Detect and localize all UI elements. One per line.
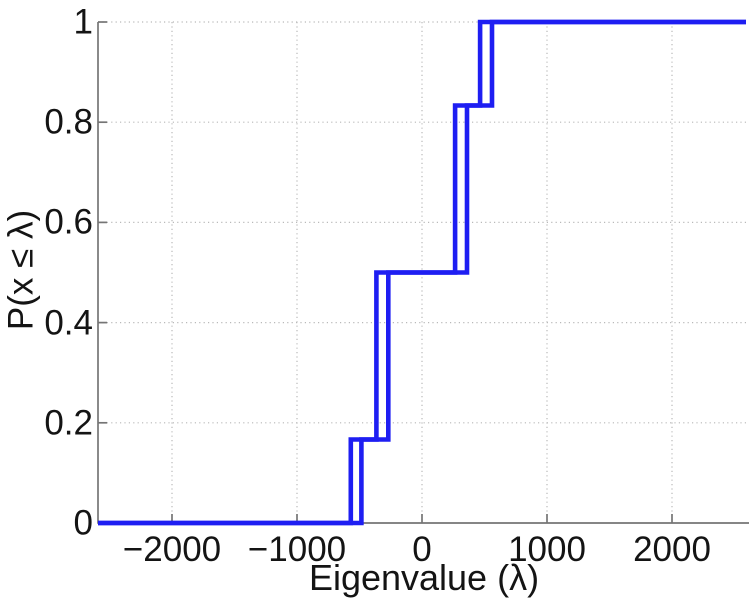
y-tick-label: 0: [73, 503, 93, 543]
y-tick-label: 0.6: [44, 202, 93, 242]
x-tick-label: −1000: [247, 530, 347, 569]
x-tick-label: −2000: [122, 530, 222, 569]
y-tick-label: 0.8: [44, 102, 93, 142]
x-tick-label: 2000: [633, 530, 711, 569]
x-tick-label: 1000: [508, 530, 586, 569]
x-tick-label: 0: [412, 530, 432, 569]
ecdf-curve-2: [98, 19, 746, 526]
y-tick-label: 1: [73, 2, 93, 42]
y-tick-label: 0.4: [44, 303, 93, 343]
x-axis-label: Eigenvalue (λ): [308, 557, 540, 598]
y-axis-label: P(x ≤ λ): [1, 209, 41, 330]
y-tick-label: 0.2: [44, 403, 93, 443]
